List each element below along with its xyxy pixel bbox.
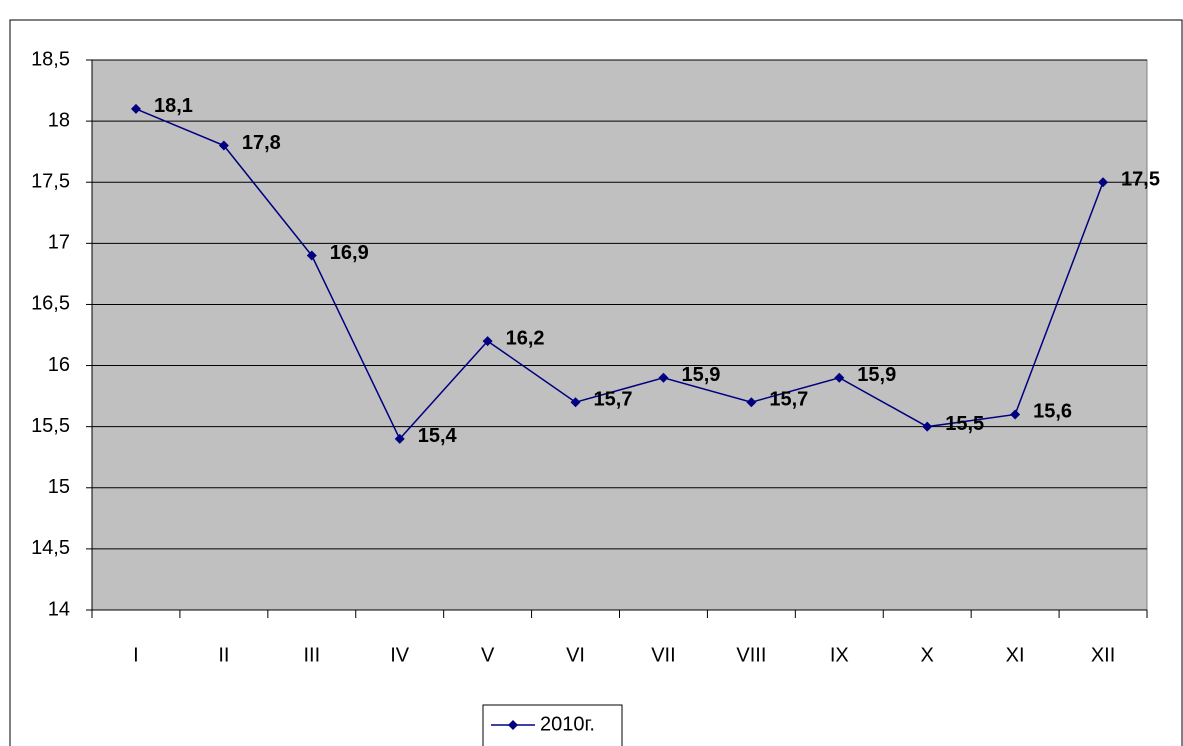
value-label: 15,6: [1033, 401, 1072, 423]
point: [746, 397, 757, 408]
value-label: 17,8: [242, 132, 281, 154]
point: [1098, 177, 1109, 188]
x-tick-label: V: [481, 644, 495, 666]
y-tick-label: 16: [48, 354, 70, 376]
x-tick-label: VI: [566, 644, 585, 666]
y-tick-label: 14: [48, 598, 70, 620]
value-label: 15,4: [418, 425, 458, 447]
x-tick-label: X: [921, 644, 934, 666]
point: [482, 336, 493, 347]
legend-marker: [508, 720, 518, 730]
y-tick-label: 16,5: [31, 293, 70, 315]
x-tick-label: IV: [390, 644, 410, 666]
point: [570, 397, 581, 408]
value-label: 15,7: [594, 389, 633, 411]
series-line: [135, 108, 1104, 441]
x-tick-label: XI: [1006, 644, 1025, 666]
value-label: 15,7: [769, 389, 808, 411]
point: [658, 372, 669, 383]
point: [922, 421, 933, 432]
x-tick-label: IX: [830, 644, 849, 666]
x-tick-label: I: [133, 644, 139, 666]
value-label: 15,5: [945, 413, 984, 435]
x-tick-label: VIII: [736, 644, 766, 666]
y-tick-label: 17: [48, 232, 70, 254]
y-tick-label: 15: [48, 476, 70, 498]
plot-area: [91, 59, 1148, 611]
point: [1010, 409, 1021, 420]
y-tick-label: 14,5: [31, 537, 70, 559]
y-tick-label: 18: [48, 109, 70, 131]
point: [394, 433, 405, 444]
value-label: 18,1: [154, 95, 193, 117]
y-tick-label: 18,5: [31, 48, 70, 70]
x-tick-label: III: [303, 644, 320, 666]
value-label: 16,2: [506, 327, 545, 349]
y-tick-label: 15,5: [31, 415, 70, 437]
value-label: 16,9: [330, 242, 369, 264]
y-tick-label: 17,5: [31, 171, 70, 193]
value-label: 15,9: [857, 364, 896, 386]
point: [130, 103, 141, 114]
legend-label: 2010г.: [540, 713, 595, 735]
point: [834, 372, 845, 383]
x-tick-label: VII: [651, 644, 675, 666]
point: [306, 250, 317, 261]
x-tick-label: II: [218, 644, 229, 666]
value-label: 15,9: [681, 364, 720, 386]
point: [218, 140, 229, 151]
value-label: 17,5: [1121, 169, 1160, 191]
x-tick-label: XII: [1091, 644, 1115, 666]
